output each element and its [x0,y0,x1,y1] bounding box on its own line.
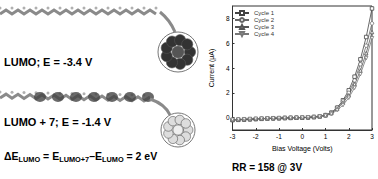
html-text:ΔELUMO= ELUMO+7–ELUMO= 2 eV: ΔELUMO= ELUMO+7–ELUMO= 2 eV [4,150,158,164]
svg-text:Cycle 4: Cycle 4 [254,31,275,37]
svg-text:-2: -2 [253,133,259,140]
svg-text:Cycle 1: Cycle 1 [254,10,275,16]
svg-text:1: 1 [324,133,328,140]
svg-text:-3: -3 [230,133,236,140]
html-text:LUMO; E = -3.4 V: LUMO; E = -3.4 V [4,56,93,68]
svg-text:Current (μA): Current (μA) [208,49,216,88]
html-text:LUMO + 7; E = -1.4 V: LUMO + 7; E = -1.4 V [4,116,111,128]
svg-text:0: 0 [300,133,304,140]
svg-text:4: 4 [226,65,230,72]
svg-text:0: 0 [226,114,230,121]
svg-text:2: 2 [226,89,230,96]
svg-text:6: 6 [226,40,230,47]
html-text:RR = 158 @ 3V: RR = 158 @ 3V [232,162,303,173]
svg-text:3: 3 [370,133,374,140]
svg-text:Cycle 2: Cycle 2 [254,17,275,23]
svg-text:Cycle 3: Cycle 3 [254,24,275,30]
svg-text:2: 2 [347,133,351,140]
svg-text:-1: -1 [276,133,282,140]
svg-text:8: 8 [226,15,230,22]
svg-text:Bias Voltage (Volts): Bias Voltage (Volts) [272,145,333,153]
